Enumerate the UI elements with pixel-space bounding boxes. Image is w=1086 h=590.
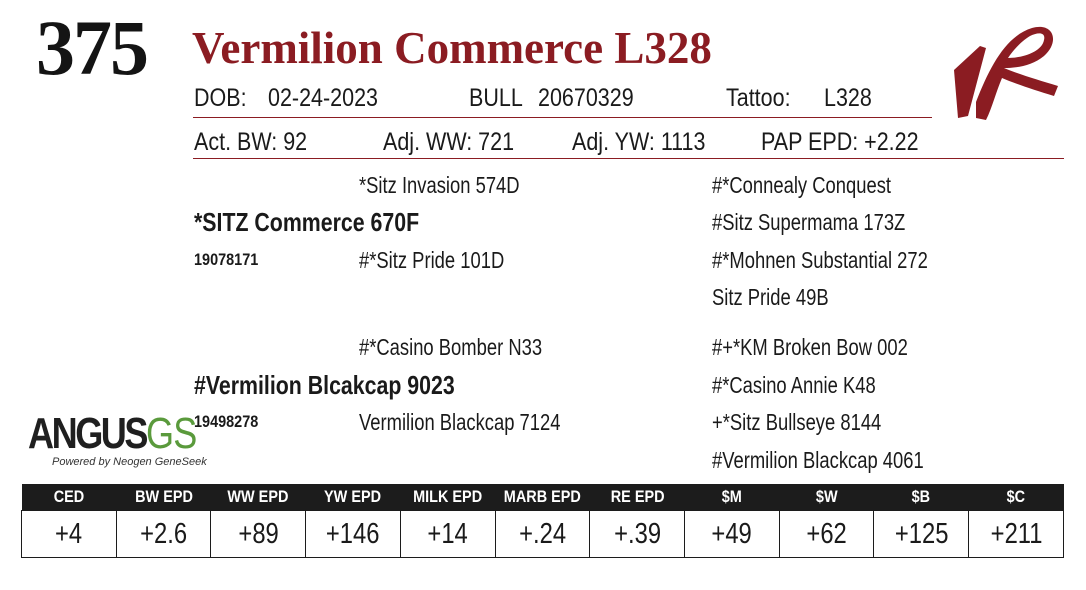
epd-value-milk: +14 [399,510,496,558]
tattoo-label: Tattoo: [726,84,791,112]
dob-value: 02-24-2023 [268,84,378,112]
sex-label: BULL [469,84,523,112]
epd-header-c: $C [968,484,1064,511]
epd-value-w: +62 [778,510,875,558]
dam-sire: #*Casino Bomber N33 [359,334,543,360]
angus-word: ANGUS [28,409,148,458]
epd-header-marb: MARB EPD [495,484,590,511]
epd-header-row: CED BW EPD WW EPD YW EPD MILK EPD MARB E… [21,484,1064,511]
registration-number: 20670329 [538,84,634,112]
actual-birth-weight: Act. BW: 92 [194,128,308,156]
pap-epd: PAP EPD: +2.22 [761,128,919,156]
epd-header-yw: YW EPD [305,484,401,511]
sire-dam-sire: #*Mohnen Substantial 272 [712,247,928,273]
epd-value-bw: +2.6 [115,510,212,558]
epd-header-bw: BW EPD [116,484,211,511]
dob-label: DOB: [194,84,247,112]
epd-value-marb: +.24 [494,510,591,558]
angus-gs-logo: ANGUSGS Powered by Neogen GeneSeek [28,409,233,469]
sire-dam-dam: Sitz Pride 49B [712,284,829,310]
tattoo-value: L328 [824,84,872,112]
vermilion-ranch-brand-icon [954,26,1058,120]
epd-value-c: +211 [968,510,1064,558]
adjusted-weaning-weight: Adj. WW: 721 [383,128,515,156]
dam-sire-sire: #+*KM Broken Bow 002 [712,334,908,360]
dam-dam-dam: #Vermilion Blackcap 4061 [712,447,924,473]
epd-value-yw: +146 [305,510,401,558]
angus-gs-suffix: GS [146,409,197,458]
epd-value-re: +.39 [589,510,686,558]
sire-name: *SITZ Commerce 670F [194,207,420,237]
epd-header-w: $W [779,484,874,511]
dam-dam-sire: +*Sitz Bullseye 8144 [712,409,882,435]
epd-header-b: $B [873,484,969,511]
epd-header-m: $M [684,484,780,511]
epd-value-ww: +89 [210,510,307,558]
epd-value-b: +125 [873,510,970,558]
sire-registration: 19078171 [194,250,259,269]
divider-top [193,117,932,118]
epd-header-milk: MILK EPD [400,484,496,511]
dam-sire-dam: #*Casino Annie K48 [712,372,876,398]
epd-value-m: +49 [684,510,780,558]
sire-sire: *Sitz Invasion 574D [359,172,520,198]
sire-dam: #*Sitz Pride 101D [359,247,505,273]
dam-registration: 19498278 [194,412,259,431]
epd-header-ced: CED [21,484,117,511]
epd-value-row: +4 +2.6 +89 +146 +14 +.24 +.39 +49 +62 +… [21,510,1064,558]
animal-name: Vermilion Commerce L328 [192,23,712,73]
lot-number: 375 [36,4,149,91]
divider-bottom [193,158,1064,159]
epd-header-ww: WW EPD [210,484,306,511]
epd-table: CED BW EPD WW EPD YW EPD MILK EPD MARB E… [21,484,1064,558]
sire-sire-sire: #*Connealy Conquest [712,172,892,198]
dam-dam: Vermilion Blackcap 7124 [359,409,561,435]
epd-header-re: RE EPD [589,484,685,511]
angus-tagline: Powered by Neogen GeneSeek [52,456,207,468]
sire-sire-dam: #Sitz Supermama 173Z [712,209,906,235]
adjusted-yearling-weight: Adj. YW: 1113 [572,128,706,156]
dam-name: #Vermilion Blcakcap 9023 [194,370,455,400]
epd-value-ced: +4 [21,510,117,558]
